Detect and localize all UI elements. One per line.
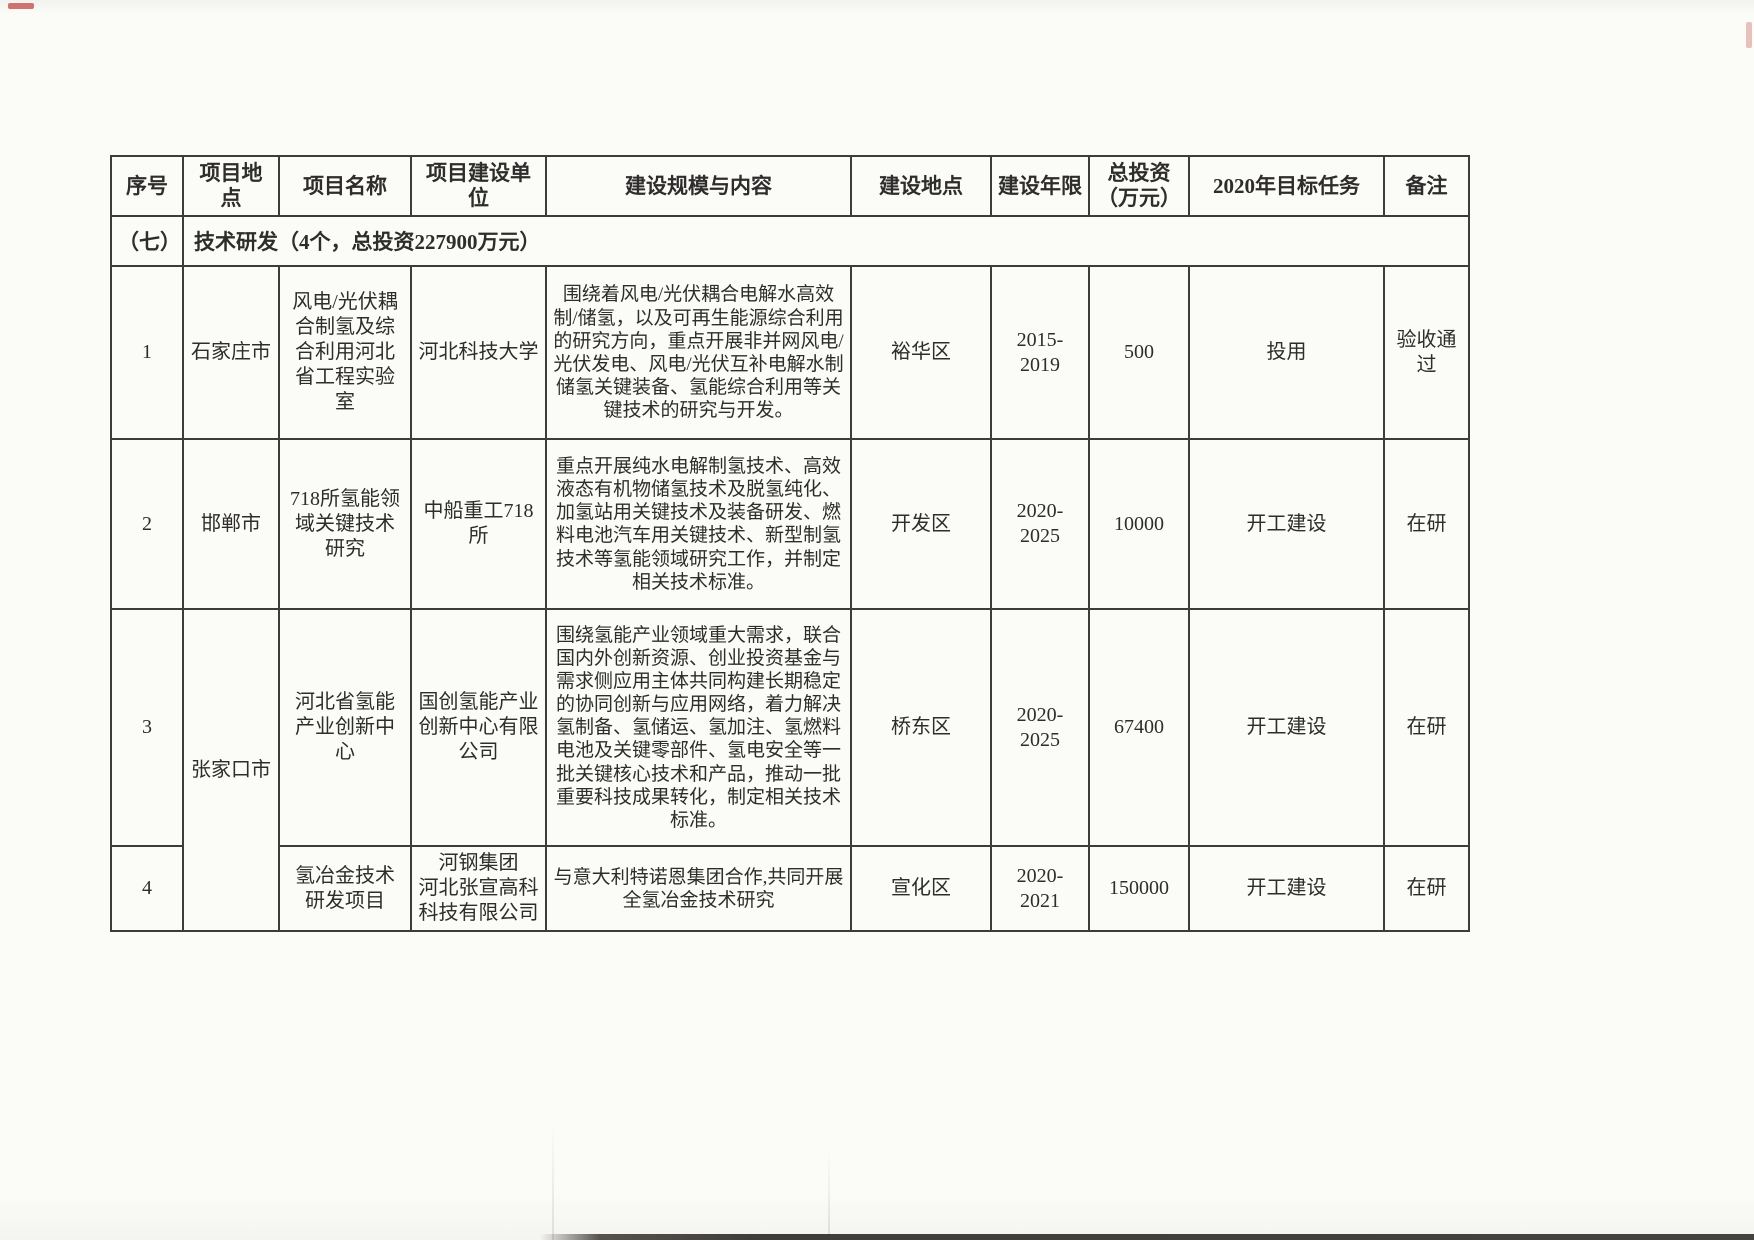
cell-builder: 中船重工718所 [410, 438, 547, 611]
paper-crease [552, 1120, 554, 1240]
projects-table: 序号 项目地点 项目名称 项目建设单位 建设规模与内容 建设地点 建设年限 总投… [110, 154, 1470, 933]
cell-target: 开工建设 [1188, 608, 1385, 848]
cell-seq: 3 [110, 608, 184, 848]
cell-content: 围绕氢能产业领域重大需求，联合国内外创新资源、创业投资基金与需求侧应用主体共同构… [545, 608, 852, 848]
cell-years: 2020-2025 [990, 608, 1090, 848]
table-row: 1 石家庄市 风电/光伏耦合制氢及综合利用河北省工程实验室 河北科技大学 围绕着… [110, 265, 1470, 441]
col-header-builder: 项目建设单位 [410, 154, 547, 218]
cell-location-merged: 张家口市 [182, 608, 280, 933]
col-header-investment: 总投资 （万元） [1088, 154, 1190, 218]
cell-seq: 1 [110, 265, 184, 441]
col-header-seq: 序号 [110, 154, 184, 218]
cell-years: 2020-2021 [990, 845, 1090, 933]
cell-investment: 10000 [1088, 438, 1190, 611]
cell-years: 2020-2025 [990, 438, 1090, 611]
cell-location: 石家庄市 [182, 265, 280, 441]
cell-project-name: 氢冶金技术研发项目 [278, 845, 412, 933]
cell-target: 开工建设 [1188, 845, 1385, 933]
cell-location: 邯郸市 [182, 438, 280, 611]
cell-site: 桥东区 [850, 608, 992, 848]
table-row: 3 张家口市 河北省氢能产业创新中心 国创氢能产业创新中心有限公司 围绕氢能产业… [110, 608, 1470, 933]
cell-remark: 在研 [1383, 845, 1470, 933]
scan-artifact-red-mark [8, 3, 34, 9]
scan-artifact-bottom-strip [540, 1234, 1754, 1240]
cell-remark: 验收通过 [1383, 265, 1470, 441]
cell-builder: 河北科技大学 [410, 265, 547, 441]
section-title: 技术研发（4个，总投资227900万元） [182, 215, 1470, 268]
cell-builder: 河钢集团 河北张宣高科科技有限公司 [410, 845, 547, 933]
col-header-target: 2020年目标任务 [1188, 154, 1385, 218]
paper-crease [828, 1150, 830, 1240]
col-header-name: 项目名称 [278, 154, 412, 218]
cell-remark: 在研 [1383, 438, 1470, 611]
col-header-content: 建设规模与内容 [545, 154, 852, 218]
cell-seq: 4 [110, 845, 184, 933]
cell-years: 2015-2019 [990, 265, 1090, 441]
cell-site: 开发区 [850, 438, 992, 611]
cell-content: 重点开展纯水电解制氢技术、高效液态有机物储氢技术及脱氢纯化、加氢站用关键技术及装… [545, 438, 852, 611]
section-index-label: （七） [110, 215, 184, 268]
cell-target: 投用 [1188, 265, 1385, 441]
cell-remark: 在研 [1383, 608, 1470, 848]
cell-target: 开工建设 [1188, 438, 1385, 611]
cell-content: 围绕着风电/光伏耦合电解水高效制/储氢，以及可再生能源综合利用的研究方向，重点开… [545, 265, 852, 441]
cell-investment: 67400 [1088, 608, 1190, 848]
cell-content: 与意大利特诺恩集团合作,共同开展全氢冶金技术研究 [545, 845, 852, 933]
cell-investment: 500 [1088, 265, 1190, 441]
col-header-location: 项目地点 [182, 154, 280, 218]
section-row: （七） 技术研发（4个，总投资227900万元） [110, 215, 1470, 268]
cell-site: 宣化区 [850, 845, 992, 933]
table-header-row: 序号 项目地点 项目名称 项目建设单位 建设规模与内容 建设地点 建设年限 总投… [110, 154, 1470, 218]
scan-artifact-pink-mark [1746, 22, 1752, 48]
col-header-site: 建设地点 [850, 154, 992, 218]
col-header-remark: 备注 [1383, 154, 1470, 218]
cell-project-name: 河北省氢能产业创新中心 [278, 608, 412, 848]
table-row: 4 氢冶金技术研发项目 河钢集团 河北张宣高科科技有限公司 与意大利特诺恩集团合… [110, 845, 1470, 933]
cell-investment: 150000 [1088, 845, 1190, 933]
cell-project-name: 718所氢能领域关键技术研究 [278, 438, 412, 611]
table-row: 2 邯郸市 718所氢能领域关键技术研究 中船重工718所 重点开展纯水电解制氢… [110, 438, 1470, 611]
projects-table-container: 序号 项目地点 项目名称 项目建设单位 建设规模与内容 建设地点 建设年限 总投… [110, 154, 1470, 933]
cell-seq: 2 [110, 438, 184, 611]
cell-project-name: 风电/光伏耦合制氢及综合利用河北省工程实验室 [278, 265, 412, 441]
cell-builder: 国创氢能产业创新中心有限公司 [410, 608, 547, 848]
col-header-years: 建设年限 [990, 154, 1090, 218]
cell-site: 裕华区 [850, 265, 992, 441]
